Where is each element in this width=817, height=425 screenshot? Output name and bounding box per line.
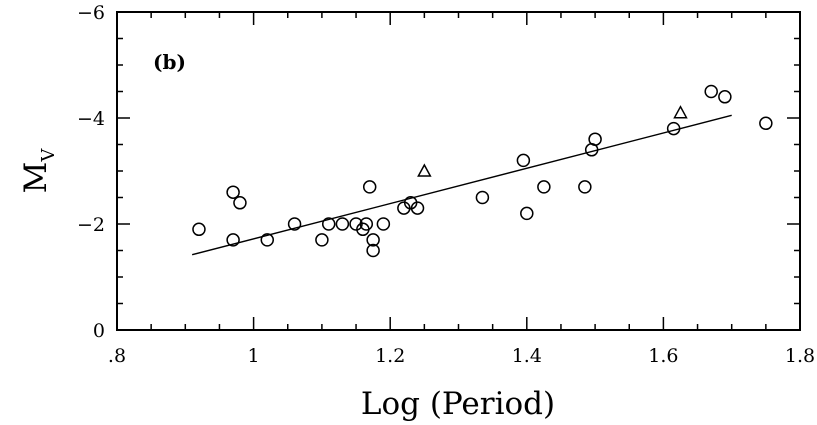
data-point-circle: [321, 217, 336, 231]
y-axis-title: MV: [18, 148, 59, 194]
x-tick-label: 1.6: [648, 345, 678, 367]
fit-line: [191, 114, 732, 256]
x-tick-label: 1.8: [785, 345, 815, 367]
data-point-circle: [666, 121, 681, 136]
plot-frame: [116, 11, 801, 331]
data-point-circle: [315, 233, 329, 247]
tick-labels: .8 1 1.2 1.4 1.6 1.8 0 −2 −4 −6: [77, 2, 815, 367]
data-point-circle: [366, 233, 380, 247]
panel-label: (b): [153, 50, 186, 74]
data-point-circle: [520, 206, 534, 221]
data-point-circle: [233, 196, 247, 210]
data-point-circle: [537, 180, 551, 194]
data-point-triangle: [673, 105, 688, 119]
y-tick-label: −4: [77, 108, 105, 130]
y-tick-label: −2: [77, 214, 105, 236]
x-tick-label: 1.2: [375, 345, 405, 367]
data-point-circle: [578, 180, 592, 194]
data-point-circle: [588, 132, 602, 146]
y-tick-label: 0: [93, 320, 105, 342]
data-markers: [192, 84, 773, 258]
data-point-circle: [475, 190, 490, 205]
data-point-circle: [226, 185, 240, 199]
data-point-circle: [226, 233, 240, 247]
x-axis-title: Log (Period): [361, 386, 555, 422]
data-point-circle: [260, 233, 275, 247]
data-point-circle: [516, 153, 531, 168]
data-point-circle: [376, 217, 391, 231]
data-point-circle: [410, 201, 425, 215]
data-point-circle: [362, 180, 377, 194]
data-point-circle: [759, 116, 773, 131]
data-point-circle: [366, 243, 380, 258]
data-point-circle: [287, 217, 302, 231]
x-tick-label: 1.4: [512, 345, 542, 367]
data-point-circle: [359, 217, 374, 231]
data-point-circle: [335, 217, 350, 231]
data-point-triangle: [417, 163, 432, 177]
x-tick-label: .8: [108, 345, 126, 367]
data-point-circle: [704, 84, 718, 99]
data-point-circle: [192, 222, 206, 237]
ticks: [116, 11, 801, 331]
y-axis-title-main: M: [18, 162, 54, 194]
data-point-circle: [718, 90, 732, 104]
y-axis-title-sub: V: [38, 148, 59, 163]
x-tick-label: 1: [248, 345, 260, 367]
y-tick-label: −6: [77, 2, 105, 24]
svg-text:MV: MV: [18, 148, 59, 194]
